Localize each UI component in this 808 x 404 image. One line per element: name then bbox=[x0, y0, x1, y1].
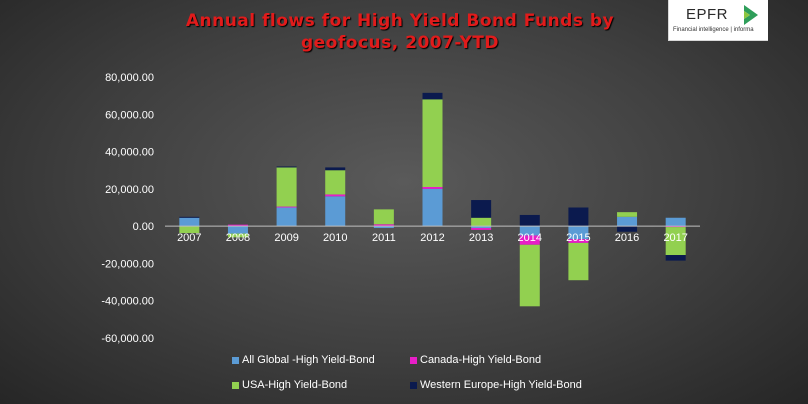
legend-item-usa: USA-High Yield-Bond bbox=[232, 379, 347, 391]
bar-segment-3-2016 bbox=[617, 212, 638, 217]
bar-segment-2-2013 bbox=[471, 228, 492, 230]
x-tick-label: 2017 bbox=[663, 232, 687, 244]
epfr-arrow-icon bbox=[744, 5, 758, 25]
legend-swatch bbox=[232, 356, 239, 364]
bar-segment-1-2010 bbox=[325, 196, 346, 227]
bar-segment-4-2014 bbox=[519, 214, 540, 227]
x-tick-label: 2008 bbox=[226, 232, 250, 244]
legend-swatch bbox=[232, 381, 239, 389]
logo-subtitle: Financial intelligence | informa bbox=[673, 27, 754, 33]
bar-segment-3-2010 bbox=[325, 170, 346, 195]
legend-item-western-europe: Western Europe-High Yield-Bond bbox=[410, 379, 582, 391]
bar-segment-4-2017 bbox=[665, 255, 686, 261]
bar-segment-1-2017 bbox=[665, 217, 686, 227]
bar-segment-3-2011 bbox=[373, 209, 394, 225]
bar-segment-1-2013 bbox=[471, 226, 492, 229]
x-tick-label: 2011 bbox=[372, 232, 396, 244]
legend-item-canada: Canada-High Yield-Bond bbox=[410, 354, 541, 366]
logo-name: EPFR bbox=[686, 6, 729, 23]
bar-segment-3-2013 bbox=[471, 217, 492, 227]
x-tick-label: 2009 bbox=[274, 232, 298, 244]
bar-segment-3-2008 bbox=[227, 233, 248, 238]
y-tick-label: 20,000.00 bbox=[105, 184, 154, 196]
legend-label: Canada-High Yield-Bond bbox=[420, 354, 542, 366]
legend-swatch bbox=[410, 381, 417, 389]
bar-segment-3-2015 bbox=[568, 242, 589, 281]
bar-segment-2-2012 bbox=[422, 186, 443, 189]
bar-segment-4-2007 bbox=[179, 216, 200, 218]
bar-segment-4-2009 bbox=[276, 166, 297, 168]
bar-segment-2-2014 bbox=[519, 235, 540, 245]
x-tick-label: 2012 bbox=[420, 232, 444, 244]
bar-segment-2-2008 bbox=[227, 224, 248, 227]
legend-label: All Global -High Yield-Bond bbox=[242, 354, 375, 366]
y-tick-label: 60,000.00 bbox=[105, 109, 154, 121]
x-tick-label: 2013 bbox=[469, 232, 493, 244]
bar-segment-1-2007 bbox=[179, 217, 200, 227]
x-tick-label: 2010 bbox=[323, 232, 347, 244]
bar-segment-2-2011 bbox=[373, 224, 394, 227]
legend-swatch bbox=[410, 356, 417, 364]
legend-item-all-global: All Global -High Yield-Bond bbox=[232, 354, 375, 366]
bar-segment-3-2012 bbox=[422, 99, 443, 187]
legend-label: USA-High Yield-Bond bbox=[242, 379, 348, 391]
bar-segment-3-2009 bbox=[276, 167, 297, 207]
x-tick-label: 2015 bbox=[566, 232, 590, 244]
bar-segment-1-2014 bbox=[519, 226, 540, 236]
y-tick-label: -60,000.00 bbox=[101, 333, 154, 345]
bar-segment-4-2013 bbox=[471, 200, 492, 218]
bar-segment-4-2016 bbox=[617, 226, 638, 232]
y-tick-label: 40,000.00 bbox=[105, 147, 154, 159]
y-tick-label: -40,000.00 bbox=[101, 296, 154, 308]
bar-segment-1-2016 bbox=[617, 216, 638, 227]
bar-segment-4-2010 bbox=[325, 167, 346, 171]
bar-segment-3-2007 bbox=[179, 226, 200, 234]
x-tick-label: 2007 bbox=[177, 232, 201, 244]
y-tick-label: 80,000.00 bbox=[105, 72, 154, 84]
bar-segment-2-2015 bbox=[568, 239, 589, 243]
bar-segment-4-2015 bbox=[568, 207, 589, 227]
x-tick-label: 2014 bbox=[518, 232, 542, 244]
x-tick-label: 2016 bbox=[615, 232, 639, 244]
chart-legend: All Global -High Yield-Bond Canada-High … bbox=[232, 352, 652, 402]
bar-segment-1-2015 bbox=[568, 226, 589, 240]
chart-title: Annual flows for High Yield Bond Funds b… bbox=[185, 11, 615, 53]
bar-segment-3-2017 bbox=[665, 227, 686, 256]
bar-segment-3-2014 bbox=[519, 244, 540, 307]
bar-segment-1-2009 bbox=[276, 207, 297, 227]
bar-segment-1-2012 bbox=[422, 188, 443, 227]
bar-segment-1-2008 bbox=[227, 226, 248, 234]
y-tick-label: -20,000.00 bbox=[101, 258, 154, 270]
legend-label: Western Europe-High Yield-Bond bbox=[420, 379, 582, 391]
epfr-logo: EPFR Financial intelligence | informa bbox=[668, 0, 768, 41]
bar-segment-2-2010 bbox=[325, 194, 346, 197]
y-tick-label: 0.00 bbox=[133, 221, 154, 233]
bar-segment-1-2011 bbox=[373, 226, 394, 229]
bar-segment-4-2012 bbox=[422, 92, 443, 100]
bar-segment-2-2009 bbox=[276, 206, 297, 208]
